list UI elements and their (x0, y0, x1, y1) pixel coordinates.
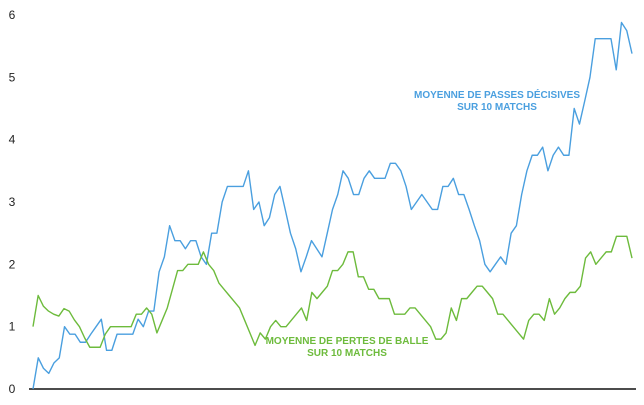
assists-average-line (32, 21, 633, 390)
turnovers-series-label: SUR 10 MATCHS (307, 348, 387, 359)
y-tick-label: 1 (9, 320, 16, 334)
y-tick-label: 6 (9, 8, 16, 22)
turnovers-average-line (32, 235, 633, 348)
y-tick-label: 2 (9, 257, 16, 271)
turnovers-series-label: MOYENNE DE PERTES DE BALLE (266, 336, 429, 347)
y-tick-label: 0 (9, 382, 16, 396)
series-lines (32, 21, 633, 390)
y-axis-tick-labels: 0 1 2 3 4 5 6 (9, 8, 16, 396)
y-tick-label: 4 (9, 133, 16, 147)
y-tick-label: 3 (9, 195, 16, 209)
y-tick-label: 5 (9, 70, 16, 84)
assists-series-label: MOYENNE DE PASSES DÉCISIVES (414, 88, 580, 101)
assists-series-label: SUR 10 MATCHS (457, 102, 537, 113)
